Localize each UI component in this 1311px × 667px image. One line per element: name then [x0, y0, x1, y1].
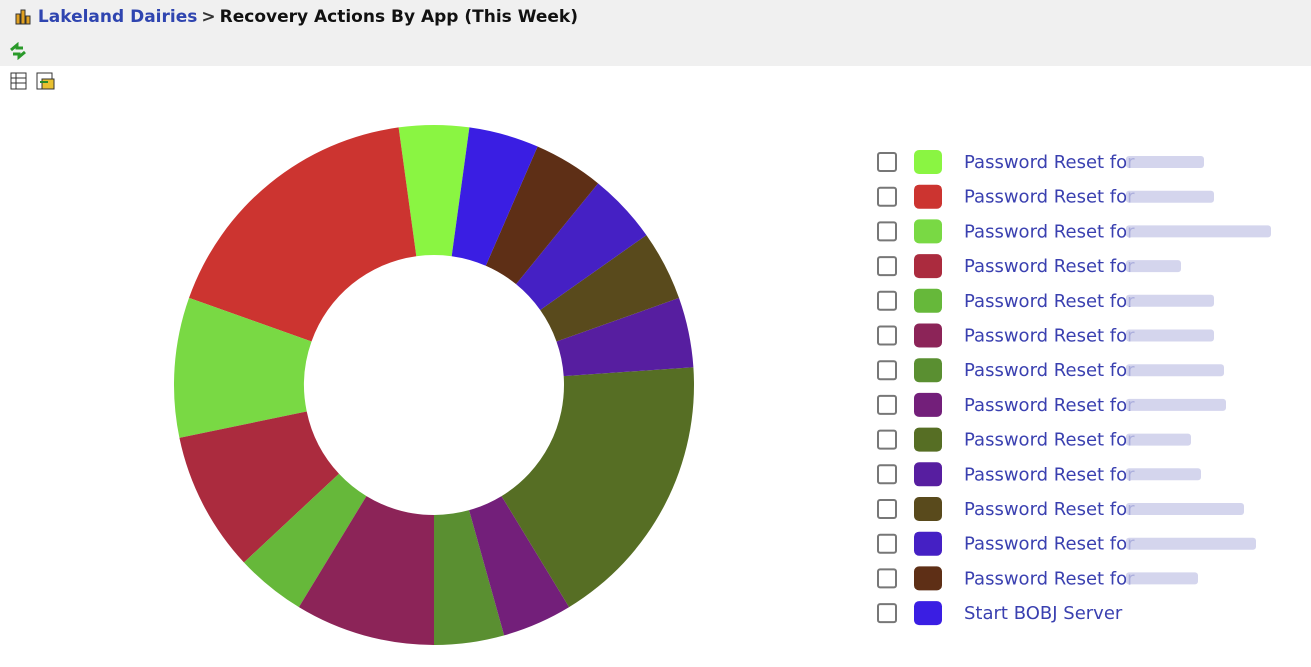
legend-swatch [914, 497, 942, 521]
redacted-text [1126, 260, 1181, 273]
legend-checkbox[interactable] [877, 533, 897, 554]
legend-label[interactable]: Password Reset for [964, 221, 1135, 242]
legend-label[interactable]: Password Reset for [964, 499, 1135, 520]
legend-swatch [914, 150, 942, 174]
legend-swatch [914, 219, 942, 244]
redacted-text [1126, 156, 1204, 168]
donut-slice[interactable] [501, 367, 694, 608]
redacted-text [1126, 364, 1224, 377]
legend-swatch [914, 288, 942, 313]
redacted-text [1126, 537, 1256, 550]
legend-checkbox[interactable] [877, 360, 897, 381]
legend-checkbox[interactable] [877, 221, 897, 242]
export-icon[interactable] [36, 72, 55, 90]
donut-slice[interactable] [451, 127, 538, 266]
donut-slice[interactable] [540, 235, 679, 342]
redacted-text [1126, 433, 1191, 446]
donut-slice[interactable] [174, 297, 312, 438]
legend-swatch [914, 462, 942, 487]
app-icon [15, 9, 31, 25]
legend-label[interactable]: Password Reset for [964, 395, 1135, 416]
donut-slice[interactable] [243, 473, 367, 608]
legend-swatch [914, 531, 942, 556]
redacted-text [1126, 190, 1214, 203]
legend-checkbox[interactable] [877, 429, 897, 450]
redacted-text [1126, 329, 1214, 342]
redacted-text [1126, 572, 1198, 585]
legend-swatch [914, 601, 942, 626]
donut-slice[interactable] [298, 496, 434, 645]
donut-slice[interactable] [556, 297, 694, 377]
redacted-text [1126, 468, 1201, 481]
legend-checkbox[interactable] [877, 603, 897, 624]
legend-label[interactable]: Password Reset for [964, 568, 1135, 589]
legend-label[interactable]: Password Reset for [964, 360, 1135, 381]
legend-checkbox[interactable] [877, 464, 897, 485]
donut-slice[interactable] [485, 146, 599, 285]
legend-swatch [914, 254, 942, 279]
legend-label[interactable]: Password Reset for [964, 326, 1135, 347]
legend-swatch [914, 566, 942, 591]
redacted-text [1126, 225, 1271, 238]
donut-slice[interactable] [469, 496, 570, 636]
legend-swatch [914, 323, 942, 348]
header-bar: Lakeland Dairies > Recovery Actions By App… [0, 0, 1311, 66]
legend-checkbox[interactable] [877, 568, 897, 589]
legend-checkbox[interactable] [877, 394, 897, 415]
legend-swatch [914, 184, 942, 209]
redacted-text [1126, 503, 1244, 515]
breadcrumb-separator: > [201, 7, 216, 27]
legend-label[interactable]: Password Reset for [964, 152, 1135, 173]
page-title: Recovery Actions By App (This Week) [219, 7, 578, 27]
redacted-text [1126, 294, 1214, 307]
legend-swatch [914, 427, 942, 452]
donut-slice[interactable] [516, 183, 647, 311]
legend-label[interactable]: Password Reset for [964, 430, 1135, 451]
legend-checkbox[interactable] [877, 325, 897, 346]
legend-swatch [914, 358, 942, 383]
redacted-text [1126, 398, 1226, 411]
refresh-icon[interactable] [8, 42, 28, 60]
donut-slice[interactable] [434, 510, 505, 645]
breadcrumb: Lakeland Dairies > Recovery Actions By App… [14, 7, 578, 27]
legend-swatch [914, 392, 942, 417]
legend-label[interactable]: Start BOBJ Server [964, 603, 1123, 624]
table-icon[interactable] [10, 72, 27, 90]
donut-slice[interactable] [398, 124, 470, 257]
legend-label[interactable]: Password Reset for [964, 464, 1135, 485]
legend-label[interactable]: Password Reset for [964, 187, 1135, 208]
legend-label[interactable]: Password Reset for [964, 534, 1135, 555]
legend-label[interactable]: Password Reset for [964, 256, 1135, 277]
donut-slice[interactable] [179, 411, 339, 563]
legend-checkbox[interactable] [877, 290, 897, 311]
breadcrumb-link[interactable]: Lakeland Dairies [37, 7, 198, 27]
donut-slice[interactable] [189, 127, 417, 342]
legend-checkbox[interactable] [877, 152, 897, 172]
legend-checkbox[interactable] [877, 186, 897, 207]
legend-checkbox[interactable] [877, 499, 897, 519]
legend-label[interactable]: Password Reset for [964, 291, 1135, 312]
legend-checkbox[interactable] [877, 256, 897, 277]
